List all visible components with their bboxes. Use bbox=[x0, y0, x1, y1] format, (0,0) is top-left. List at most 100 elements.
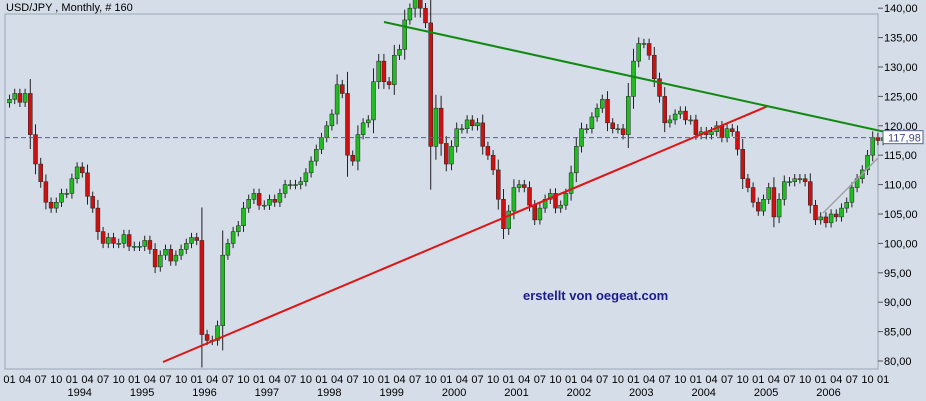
x-year-label: 2003 bbox=[629, 387, 653, 399]
candle-body bbox=[672, 113, 678, 121]
candle-body bbox=[397, 49, 402, 56]
candle-body bbox=[828, 213, 834, 224]
x-month-label: 01 bbox=[752, 374, 764, 386]
candle-body bbox=[178, 249, 184, 256]
x-month-label: 04 bbox=[643, 374, 655, 386]
candle-body bbox=[501, 199, 506, 229]
candle-body bbox=[490, 154, 496, 171]
candle-body bbox=[662, 96, 667, 124]
candle-body bbox=[319, 137, 324, 150]
candle-body bbox=[782, 181, 787, 200]
y-tick-label: 140,00 bbox=[884, 3, 918, 15]
candle-body bbox=[652, 54, 657, 80]
y-tick-label: 80,00 bbox=[884, 356, 912, 368]
x-year-label: 2004 bbox=[691, 387, 715, 399]
candle-body bbox=[329, 113, 335, 127]
candle-body bbox=[314, 149, 319, 162]
candle-body bbox=[402, 19, 407, 50]
candle-body bbox=[438, 107, 444, 144]
x-month-label: 07 bbox=[596, 374, 608, 386]
y-tick-label: 105,00 bbox=[884, 209, 918, 221]
x-month-label: 10 bbox=[861, 374, 873, 386]
y-tick-label: 95,00 bbox=[884, 268, 912, 280]
candle-body bbox=[600, 99, 605, 109]
x-month-label: 07 bbox=[35, 374, 47, 386]
candle-body bbox=[641, 43, 647, 45]
candle-body bbox=[366, 119, 371, 124]
candle-body bbox=[724, 128, 730, 138]
x-year-label: 1997 bbox=[255, 387, 279, 399]
candle-body bbox=[59, 193, 64, 203]
x-month-label: 01 bbox=[315, 374, 327, 386]
candle-body bbox=[340, 84, 345, 94]
candle-body bbox=[568, 172, 574, 194]
candle-body bbox=[28, 93, 33, 135]
x-month-label: 04 bbox=[206, 374, 218, 386]
candle-body bbox=[745, 178, 751, 188]
watermark-text: erstellt von oegeat.com bbox=[523, 288, 668, 303]
candle-body bbox=[818, 216, 823, 221]
candle-body bbox=[308, 160, 314, 174]
x-month-label: 04 bbox=[19, 374, 31, 386]
x-month-label: 07 bbox=[222, 374, 234, 386]
candle-body bbox=[740, 149, 745, 179]
candle-body bbox=[392, 54, 397, 85]
candle-body bbox=[334, 84, 340, 115]
candle-body bbox=[797, 178, 803, 180]
candle-body bbox=[563, 193, 569, 206]
x-month-label: 01 bbox=[253, 374, 265, 386]
candle-body bbox=[464, 119, 470, 129]
x-year-label: 1994 bbox=[67, 387, 91, 399]
candle-body bbox=[558, 204, 563, 209]
candle-body bbox=[137, 246, 142, 248]
y-tick-label: 100,00 bbox=[884, 238, 918, 250]
candle-body bbox=[870, 137, 875, 156]
candle-body bbox=[376, 60, 381, 82]
candle-body bbox=[688, 119, 693, 122]
y-tick-label: 120,00 bbox=[884, 121, 918, 133]
x-month-label: 01 bbox=[565, 374, 577, 386]
candle-body bbox=[605, 99, 610, 124]
y-tick-label: 130,00 bbox=[884, 62, 918, 74]
x-year-label: 2002 bbox=[567, 387, 591, 399]
candle-body bbox=[709, 131, 714, 135]
candle-body bbox=[470, 119, 475, 127]
x-month-label: 10 bbox=[674, 374, 686, 386]
candle-body bbox=[834, 213, 839, 218]
x-month-label: 07 bbox=[846, 374, 858, 386]
candle-body bbox=[147, 240, 153, 250]
candle-body bbox=[95, 207, 101, 232]
x-month-label: 07 bbox=[97, 374, 109, 386]
candle-body bbox=[371, 81, 376, 121]
candle-body bbox=[262, 204, 267, 207]
candle-body bbox=[7, 99, 12, 104]
candle-body bbox=[194, 237, 199, 241]
candle-body bbox=[277, 193, 283, 203]
x-month-label: 01 bbox=[690, 374, 702, 386]
candle-body bbox=[17, 93, 23, 103]
candle-body bbox=[386, 81, 392, 85]
y-tick-label: 115,00 bbox=[884, 150, 917, 162]
candle-body bbox=[121, 234, 127, 244]
x-month-label: 10 bbox=[487, 374, 499, 386]
x-month-label: 10 bbox=[799, 374, 811, 386]
x-month-label: 04 bbox=[456, 374, 468, 386]
candle-body bbox=[43, 181, 49, 203]
candle-body bbox=[485, 146, 491, 156]
candle-body bbox=[298, 181, 303, 185]
x-month-label: 01 bbox=[3, 374, 15, 386]
x-year-label: 1996 bbox=[192, 387, 216, 399]
candle-body bbox=[511, 187, 517, 212]
candle-body bbox=[132, 246, 137, 248]
x-month-label: 01 bbox=[815, 374, 827, 386]
x-month-label: 04 bbox=[768, 374, 780, 386]
candle-body bbox=[808, 181, 813, 206]
time-axis: 01 04 07 10 01 04 07 10 01 04 07 10 01 04 07 10 01 04 07 10… bbox=[3, 374, 889, 399]
candle-body bbox=[771, 187, 777, 218]
candle-body bbox=[532, 204, 537, 221]
x-month-label: 10 bbox=[113, 374, 125, 386]
candle-body bbox=[69, 178, 75, 194]
candle-body bbox=[792, 178, 797, 182]
